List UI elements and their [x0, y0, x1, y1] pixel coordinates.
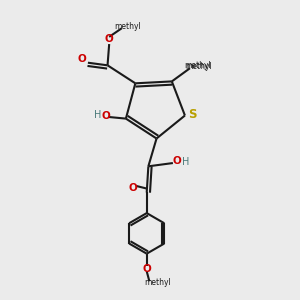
Text: S: S [188, 108, 197, 121]
Text: O: O [173, 156, 182, 167]
Text: O: O [78, 54, 86, 64]
Text: methyl: methyl [114, 22, 141, 31]
Text: methyl: methyl [144, 278, 171, 286]
Text: O: O [142, 264, 151, 274]
Text: methyl: methyl [186, 62, 212, 71]
Text: H: H [182, 157, 189, 167]
Text: O: O [102, 111, 111, 121]
Text: H: H [94, 110, 102, 120]
Text: methyl: methyl [184, 61, 212, 70]
Text: O: O [105, 34, 114, 44]
Text: O: O [129, 183, 137, 193]
